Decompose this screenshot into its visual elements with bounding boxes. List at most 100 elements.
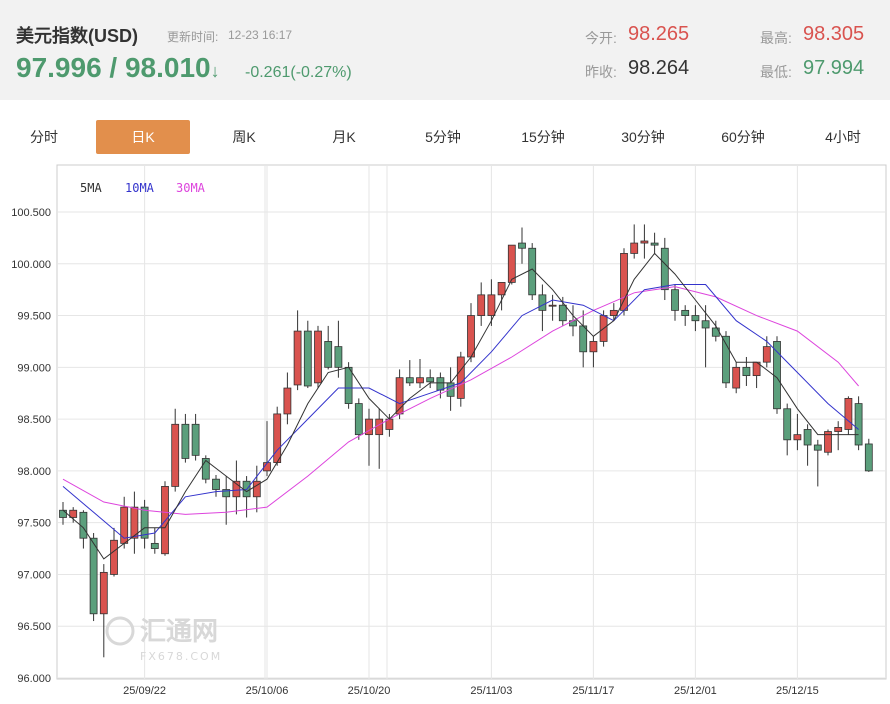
candle [813, 439, 822, 487]
candle [854, 396, 863, 451]
candle [324, 325, 333, 370]
tab-4hour[interactable]: 4小时 [825, 129, 861, 145]
candle [640, 224, 649, 259]
candle [487, 279, 496, 326]
candle-body [99, 571, 108, 615]
candle-body [150, 542, 159, 549]
tab-60min[interactable]: 60分钟 [721, 129, 765, 145]
tab-15min[interactable]: 15分钟 [521, 129, 565, 145]
watermark: 汇通网 FX678.COM [105, 616, 220, 663]
candle [701, 305, 710, 368]
y-tick-label: 96.000 [17, 673, 51, 685]
candle [314, 325, 322, 389]
prev-close-label: 昨收: [585, 64, 617, 80]
candle-body [864, 443, 873, 472]
candle [477, 282, 486, 326]
candle [69, 507, 78, 523]
candle [681, 305, 690, 326]
candle-body [640, 240, 649, 244]
candle [660, 237, 669, 301]
tab-30min[interactable]: 30分钟 [621, 129, 665, 145]
candle-body [558, 304, 567, 322]
candle-body [273, 413, 282, 464]
candle [671, 284, 679, 321]
candle-body [252, 480, 261, 498]
current-price: 97.996 / 98.010↓ [16, 52, 220, 84]
candle-body [660, 247, 669, 291]
candle-body [803, 429, 812, 446]
candle-body [793, 434, 802, 441]
legend-ma10: 10MA [125, 181, 155, 195]
candle [191, 413, 200, 461]
down-arrow-icon: ↓ [210, 61, 220, 81]
candles [59, 224, 873, 658]
candle [405, 360, 414, 386]
bid-ask-price: 97.996 / 98.010 [16, 52, 211, 83]
candle-body [426, 377, 435, 383]
candle [89, 533, 98, 622]
tab-daily-k[interactable]: 日K [96, 120, 190, 154]
candle [416, 359, 424, 389]
y-tick-label: 97.500 [17, 518, 51, 530]
candle-body [110, 539, 118, 575]
high-value: 98.305 [803, 23, 865, 45]
open-label: 今开: [585, 30, 617, 46]
candle [232, 460, 241, 515]
x-tick-label: 25/12/01 [674, 685, 717, 697]
candle [283, 372, 292, 425]
candle [773, 336, 781, 414]
x-tick-label: 25/10/20 [348, 685, 391, 697]
kline-chart[interactable]: 汇通网 FX678.COM 100.500 100.000 99.500 99.000… [0, 162, 890, 704]
candle [793, 413, 802, 451]
prev-close-value: 98.264 [628, 57, 690, 79]
candle [456, 351, 465, 407]
tab-weekly-k[interactable]: 周K [232, 129, 256, 145]
candle [426, 369, 435, 389]
x-tick-label: 25/10/06 [246, 685, 289, 697]
quote-header: 美元指数(USD) 更新时间: 12-23 16:17 97.996 / 98.… [0, 0, 890, 100]
candle-body [303, 330, 312, 387]
x-tick-label: 25/12/15 [776, 685, 819, 697]
candle-body [691, 315, 700, 322]
y-tick-label: 99.000 [17, 362, 51, 374]
candle-body [405, 377, 414, 384]
tab-intraday[interactable]: 分时 [30, 129, 58, 145]
y-tick-label: 96.500 [17, 621, 51, 633]
ma30-line [62, 286, 859, 515]
tab-5min[interactable]: 5分钟 [425, 129, 461, 145]
candle-body [681, 309, 690, 316]
candle [140, 499, 149, 549]
candle-body [324, 341, 333, 368]
candle [528, 243, 537, 301]
candle-body [436, 377, 445, 391]
y-axis-labels: 100.500 100.000 99.500 99.000 98.500 98.000 97… [11, 207, 51, 685]
candle-body [518, 242, 526, 249]
update-time-label: 更新时间: [167, 30, 219, 44]
price-change: -0.261(-0.27%) [245, 64, 352, 81]
candle-body [89, 537, 98, 615]
candle-body [293, 330, 302, 386]
candle-body [161, 486, 169, 555]
candle-body [824, 431, 832, 453]
candle-body [732, 366, 741, 389]
ma-legend: 5MA 10MA 30MA [80, 181, 206, 195]
candle [834, 421, 843, 451]
candle [303, 320, 312, 389]
candle [497, 282, 506, 311]
candle-body [711, 327, 720, 337]
tab-monthly-k[interactable]: 月K [332, 129, 356, 145]
candle-body [762, 346, 771, 363]
candle-body [140, 506, 149, 539]
moving-average-lines [62, 252, 859, 560]
candle [864, 438, 873, 472]
candle [650, 232, 659, 254]
candle-body [589, 341, 598, 353]
candle [783, 403, 792, 456]
update-time-value: 12-23 16:17 [228, 28, 293, 42]
candle [171, 408, 180, 492]
candle [201, 455, 210, 484]
candle-body [232, 480, 241, 498]
candle-body [783, 408, 792, 441]
candle [150, 527, 159, 554]
x-tick-label: 25/09/22 [123, 685, 166, 697]
